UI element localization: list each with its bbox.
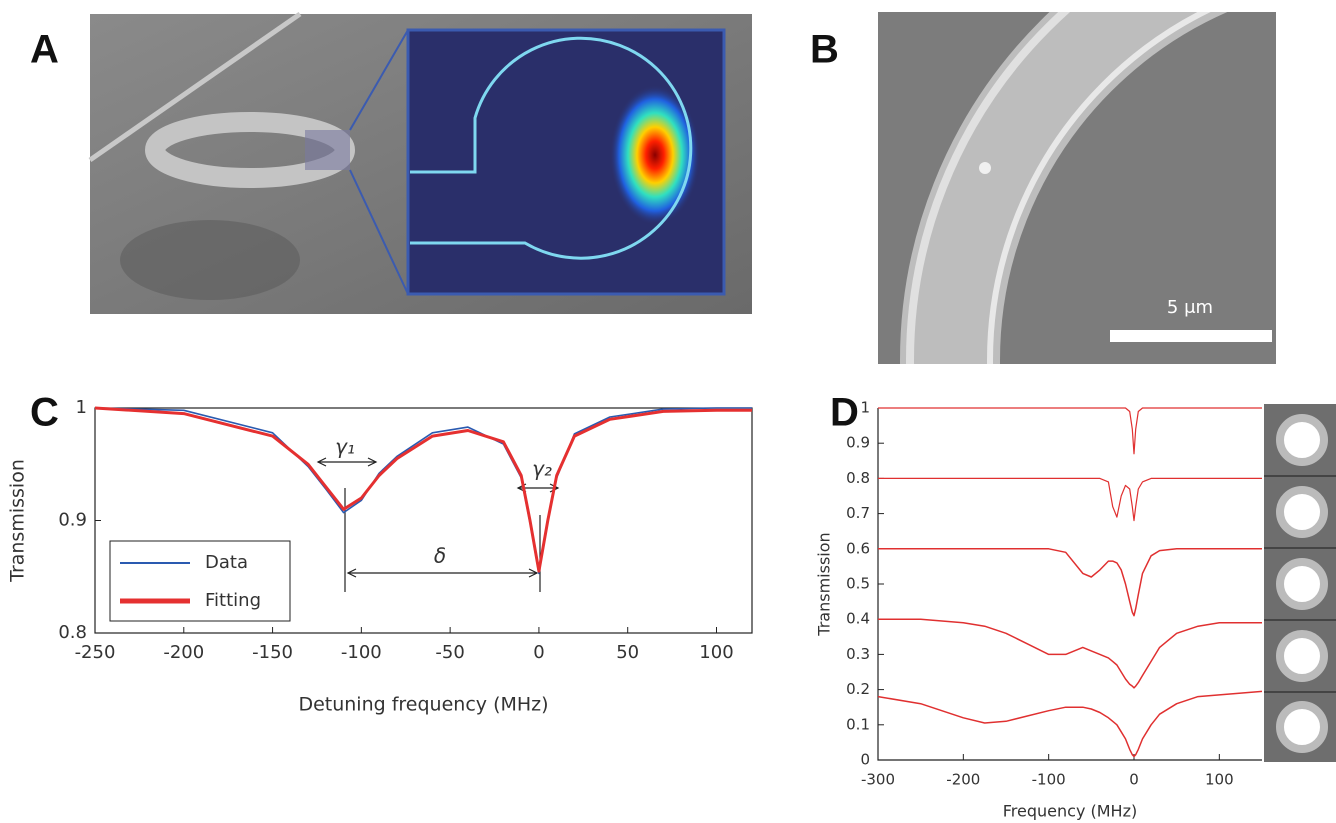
y-tick-label: 0.5	[846, 575, 870, 593]
x-tick-label: -50	[435, 642, 464, 663]
x-axis-label: Frequency (MHz)	[1003, 802, 1137, 821]
series-line	[877, 690, 1263, 758]
scale-bar-label: 5 μm	[1167, 297, 1213, 318]
y-tick-label: 0.9	[58, 510, 87, 531]
x-tick-label: -100	[341, 642, 382, 663]
x-axis-label: Detuning frequency (MHz)	[298, 694, 548, 716]
y-tick-label: 0.4	[846, 610, 870, 628]
series-line	[878, 618, 1262, 689]
annotation-arrows	[316, 457, 560, 592]
series-line	[878, 548, 1262, 617]
x-tick-label: 100	[1205, 771, 1234, 789]
series-line	[878, 407, 1262, 455]
panel-label: B	[810, 28, 839, 72]
y-tick-label: 1	[76, 397, 87, 418]
y-tick-label: 1	[860, 399, 870, 417]
y-tick-label: 0.3	[846, 645, 870, 663]
legend-box	[109, 540, 291, 622]
y-tick-label: 0.9	[846, 434, 870, 452]
y-tick-label: 0.7	[846, 504, 870, 522]
y-tick-label: 0.1	[846, 715, 870, 733]
x-tick-label: -200	[946, 771, 980, 789]
x-tick-label: -200	[163, 642, 204, 663]
y-tick-label: 0.2	[846, 680, 870, 698]
series-line	[94, 406, 752, 573]
y-tick-label: 0	[860, 751, 870, 769]
x-tick-label: 50	[616, 642, 639, 663]
x-tick-label: 100	[699, 642, 733, 663]
panel-label: D	[830, 391, 859, 435]
x-tick-label: -100	[1032, 771, 1066, 789]
y-axis-label: Transmission	[7, 459, 29, 583]
scale-bar	[1110, 330, 1272, 342]
panel-label: C	[30, 391, 59, 435]
legend-label: Data	[205, 552, 248, 573]
x-tick-label: -150	[252, 642, 293, 663]
annotation: γ₁	[335, 435, 355, 459]
y-axis-label: Transmission	[815, 532, 834, 636]
panel-b-image	[878, 12, 1276, 364]
y-tick-label: 0.8	[58, 622, 87, 643]
thumbnails	[1264, 404, 1336, 762]
annotation: δ	[434, 544, 446, 568]
x-tick-label: -250	[75, 642, 116, 663]
legend-label: Fitting	[205, 590, 261, 611]
y-tick-label: 0.8	[846, 469, 870, 487]
x-tick-label: 0	[533, 642, 544, 663]
series-line	[878, 477, 1262, 522]
panel-label: A	[30, 28, 59, 72]
x-tick-label: -300	[861, 771, 895, 789]
annotation: γ₂	[532, 457, 552, 481]
panel-a-image	[88, 11, 752, 314]
y-tick-label: 0.6	[846, 539, 870, 557]
x-tick-label: 0	[1129, 771, 1139, 789]
